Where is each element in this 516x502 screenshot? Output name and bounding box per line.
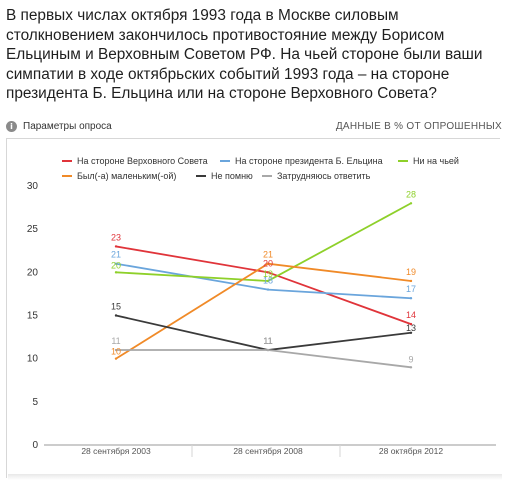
y-tick-label: 0 — [32, 440, 38, 451]
data-point — [409, 297, 413, 300]
legend-label: Ни на чьей — [413, 156, 459, 166]
survey-params-link[interactable]: i Параметры опроса — [6, 120, 112, 132]
legend-label: Затрудняюсь ответить — [277, 171, 371, 181]
data-point — [114, 357, 118, 360]
data-label: 21 — [263, 250, 273, 260]
x-tick-label: 28 октября 2012 — [379, 446, 444, 456]
data-point — [114, 271, 118, 274]
chart-axes: 0 5 10 15 20 25 30 28 сентября 2003 28 сентября … — [27, 181, 496, 457]
data-label: 19 — [263, 269, 273, 279]
chart-series — [114, 202, 413, 369]
legend-item: Не помню — [196, 171, 253, 181]
legend-item: На стороне президента Б. Ельцина — [220, 156, 383, 166]
data-point — [114, 245, 118, 248]
chart-legend: На стороне Верховного Совета На стороне п… — [62, 156, 459, 181]
data-label: 14 — [406, 310, 416, 320]
data-label: 19 — [406, 267, 416, 277]
data-point — [409, 322, 413, 326]
series-line — [116, 349, 412, 369]
data-label: 20 — [111, 260, 121, 270]
data-point — [266, 262, 270, 265]
legend-label: Был(-а) маленьким(-ой) — [77, 171, 176, 181]
y-tick-label: 10 — [27, 354, 39, 365]
x-tick-label: 28 сентября 2008 — [233, 446, 303, 456]
data-label: 11 — [263, 336, 272, 346]
data-point — [114, 314, 118, 317]
data-label: 21 — [111, 250, 121, 260]
data-label: 11 — [111, 336, 120, 346]
data-point — [409, 202, 413, 205]
data-point — [409, 331, 413, 334]
legend-item: На стороне Верховного Совета — [62, 156, 208, 166]
legend-label: На стороне Верховного Совета — [77, 156, 208, 166]
data-point — [409, 279, 413, 283]
chart-frame — [6, 138, 500, 478]
info-icon: i — [6, 120, 17, 132]
data-point — [114, 262, 118, 265]
y-tick-label: 30 — [27, 181, 39, 192]
data-label: 20 — [263, 258, 273, 268]
survey-meta-bar: i Параметры опроса ДАННЫЕ В % ОТ ОПРОШЕН… — [6, 116, 502, 136]
y-tick-label: 15 — [27, 311, 39, 322]
legend-label: На стороне президента Б. Ельцина — [235, 156, 383, 166]
survey-params-label: Параметры опроса — [23, 120, 112, 132]
legend-item: Ни на чьей — [398, 156, 459, 166]
y-tick-label: 5 — [32, 397, 38, 408]
chart-frame-shadow — [8, 474, 502, 480]
legend-item: Затрудняюсь ответить — [262, 171, 371, 181]
data-label: 13 — [406, 323, 416, 333]
survey-question: В первых числах октября 1993 года в Моск… — [6, 7, 483, 102]
data-label: 28 — [406, 189, 416, 199]
data-point — [266, 288, 270, 291]
legend-label: Не помню — [211, 171, 253, 181]
data-label: 11 — [263, 336, 272, 346]
data-point — [409, 366, 413, 369]
y-tick-label: 25 — [27, 224, 39, 235]
x-tick-label: 28 сентября 2003 — [81, 446, 151, 456]
data-label: 18 — [263, 276, 273, 286]
y-tick-label: 20 — [27, 267, 39, 278]
data-label: 17 — [406, 284, 416, 294]
data-label: 9 — [408, 354, 413, 364]
data-point — [266, 271, 270, 274]
data-point — [114, 348, 118, 352]
data-label: 10 — [111, 347, 121, 357]
data-label: 23 — [111, 232, 121, 242]
units-label: ДАННЫЕ В % ОТ ОПРОШЕННЫХ — [335, 120, 502, 132]
data-point — [266, 348, 270, 352]
data-point — [266, 279, 270, 283]
data-label: 15 — [111, 302, 121, 312]
legend-item: Был(-а) маленьким(-ой) — [62, 171, 176, 181]
